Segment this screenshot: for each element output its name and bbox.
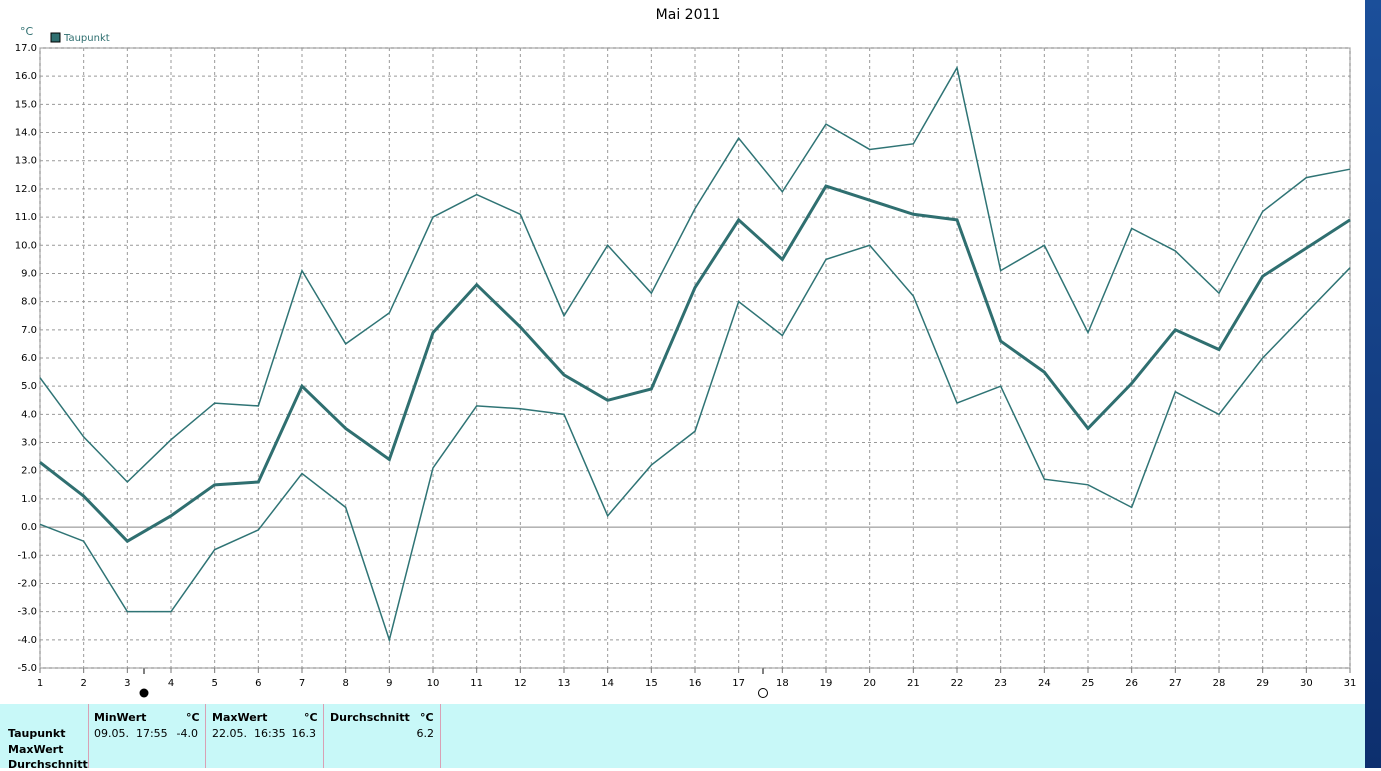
y-tick-label: 6.0 (21, 353, 37, 364)
y-tick-label: 8.0 (21, 297, 37, 308)
y-tick-label: -4.0 (17, 635, 37, 646)
col-header: Durchschnitt (330, 711, 410, 724)
x-tick-label: 15 (645, 678, 658, 689)
chart-title: Mai 2011 (656, 7, 721, 23)
y-tick-label: 9.0 (21, 268, 37, 279)
y-tick-label: 4.0 (21, 409, 37, 420)
y-tick-label: 2.0 (21, 466, 37, 477)
stats-table: Taupunkt MaxWert Durchschnitt MinWert °C… (0, 704, 1365, 771)
x-tick-label: 19 (820, 678, 833, 689)
y-tick-label: -3.0 (17, 607, 37, 618)
x-tick-label: 10 (427, 678, 440, 689)
x-tick-label: 17 (732, 678, 745, 689)
y-tick-label: 1.0 (21, 494, 37, 505)
separator (323, 704, 324, 768)
x-tick-label: 28 (1213, 678, 1226, 689)
x-tick-label: 31 (1344, 678, 1357, 689)
col-unit: °C (186, 711, 200, 724)
y-tick-label: 15.0 (15, 99, 37, 110)
legend-label: Taupunkt (63, 33, 110, 44)
chart: Mai 2011 °C -5.0 -4.0 -3.0 -2.0 -1.0 0.0 1.0 2.… (15, 7, 1357, 698)
series-line (39, 244, 1351, 643)
moon-markers (139, 664, 768, 698)
separator (205, 704, 206, 768)
x-tick-label: 12 (514, 678, 527, 689)
cell-value: 6.2 (416, 727, 435, 740)
row-label: MaxWert (8, 743, 64, 756)
col-unit: °C (420, 711, 434, 724)
y-tick-label: 12.0 (15, 184, 37, 195)
y-tick-label: 5.0 (21, 381, 37, 392)
x-tick-label: 22 (951, 678, 964, 689)
y-axis-label: °C (20, 25, 34, 38)
cell-value: 16.3 (291, 727, 317, 740)
x-tick-label: 14 (601, 678, 614, 689)
y-tick-label: 7.0 (21, 325, 37, 336)
x-tick-label: 26 (1125, 678, 1138, 689)
x-tick-label: 29 (1256, 678, 1269, 689)
y-tick-label: -1.0 (17, 550, 37, 561)
x-tick-label: 5 (211, 678, 217, 689)
y-tick-label: 14.0 (15, 128, 37, 139)
legend-swatch (50, 32, 61, 43)
x-tick-label: 8 (342, 678, 348, 689)
col-header: MaxWert (212, 711, 268, 724)
x-tick-label: 1 (37, 678, 43, 689)
x-tick-label: 23 (994, 678, 1007, 689)
x-tick-label: 30 (1300, 678, 1313, 689)
x-tick-label: 18 (776, 678, 789, 689)
y-tick-label: 13.0 (15, 156, 37, 167)
cell-time: 22.05. 16:35 (212, 727, 286, 740)
x-tick-label: 4 (168, 678, 174, 689)
x-tick-label: 11 (470, 678, 483, 689)
x-tick-label: 25 (1082, 678, 1095, 689)
x-tick-label: 13 (558, 678, 571, 689)
y-tick-label: 3.0 (21, 438, 37, 449)
x-tick-label: 9 (386, 678, 392, 689)
window-edge (1365, 0, 1381, 768)
separator (440, 704, 441, 768)
y-tick-label: -5.0 (17, 663, 37, 674)
x-tick-label: 27 (1169, 678, 1182, 689)
y-tick-label: 16.0 (15, 71, 37, 82)
series-line (39, 65, 1351, 484)
series-line (39, 184, 1351, 544)
y-tick-label: 0.0 (21, 522, 37, 533)
row-label: Taupunkt (8, 727, 66, 740)
x-tick-label: 3 (124, 678, 130, 689)
cell-value: -4.0 (176, 727, 198, 740)
col-unit: °C (304, 711, 318, 724)
y-tick-label: 11.0 (15, 212, 37, 223)
y-tick-label: 17.0 (15, 43, 37, 54)
x-tick-label: 21 (907, 678, 920, 689)
y-tick-label: -2.0 (17, 578, 37, 589)
x-tick-label: 6 (255, 678, 261, 689)
x-tick-label: 16 (689, 678, 702, 689)
cell-time: 09.05. 17:55 (94, 727, 168, 740)
x-tick-label: 7 (299, 678, 305, 689)
y-tick-label: 10.0 (15, 240, 37, 251)
row-label: Durchschnitt (8, 758, 88, 771)
x-tick-label: 2 (80, 678, 86, 689)
separator (88, 704, 89, 768)
x-tick-label: 20 (863, 678, 876, 689)
col-header: MinWert (94, 711, 147, 724)
x-tick-label: 24 (1038, 678, 1051, 689)
